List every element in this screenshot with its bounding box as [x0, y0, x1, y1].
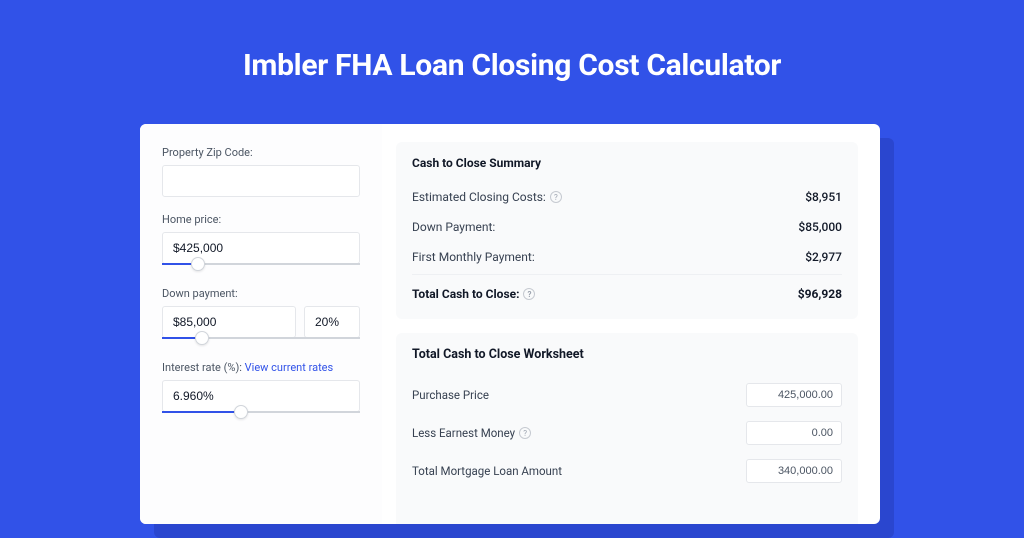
- zip-field-group: Property Zip Code:: [162, 146, 360, 197]
- slider-thumb[interactable]: [195, 331, 209, 345]
- worksheet-box: Total Cash to Close Worksheet Purchase P…: [396, 333, 858, 524]
- home-price-field-group: Home price:: [162, 213, 360, 271]
- worksheet-label: Purchase Price: [412, 388, 489, 402]
- slider-fill: [162, 411, 241, 413]
- interest-rate-label: Interest rate (%): View current rates: [162, 361, 360, 374]
- worksheet-row-earnest-money: Less Earnest Money ?: [412, 414, 842, 452]
- summary-value: $2,977: [805, 250, 842, 264]
- summary-row-down-payment: Down Payment: $85,000: [412, 212, 842, 242]
- inputs-panel: Property Zip Code: Home price: Down paym…: [140, 124, 382, 524]
- page-title: Imbler FHA Loan Closing Cost Calculator: [0, 0, 1024, 111]
- slider-thumb[interactable]: [191, 257, 205, 271]
- down-payment-input[interactable]: [162, 306, 296, 338]
- summary-total-value: $96,928: [798, 287, 842, 301]
- down-payment-label: Down payment:: [162, 287, 360, 300]
- worksheet-row-loan-amount: Total Mortgage Loan Amount: [412, 452, 842, 490]
- down-payment-slider[interactable]: [162, 337, 360, 345]
- interest-rate-input[interactable]: [162, 380, 360, 412]
- view-rates-link[interactable]: View current rates: [245, 361, 334, 374]
- summary-row-closing-costs: Estimated Closing Costs: ? $8,951: [412, 182, 842, 212]
- summary-value: $8,951: [805, 190, 842, 204]
- worksheet-input-earnest-money[interactable]: [746, 421, 842, 445]
- down-payment-field-group: Down payment:: [162, 287, 360, 345]
- slider-thumb[interactable]: [234, 405, 248, 419]
- worksheet-label: Less Earnest Money: [412, 426, 515, 440]
- calculator-card: Property Zip Code: Home price: Down paym…: [140, 124, 880, 524]
- home-price-label: Home price:: [162, 213, 360, 226]
- interest-rate-field-group: Interest rate (%): View current rates: [162, 361, 360, 419]
- summary-row-total: Total Cash to Close: ? $96,928: [412, 274, 842, 309]
- worksheet-input-loan-amount[interactable]: [746, 459, 842, 483]
- interest-rate-slider[interactable]: [162, 411, 360, 419]
- worksheet-row-purchase-price: Purchase Price: [412, 376, 842, 414]
- summary-label: First Monthly Payment:: [412, 250, 535, 264]
- summary-box: Cash to Close Summary Estimated Closing …: [396, 142, 858, 319]
- zip-label: Property Zip Code:: [162, 146, 360, 159]
- summary-title: Cash to Close Summary: [412, 156, 842, 170]
- results-panel: Cash to Close Summary Estimated Closing …: [382, 124, 880, 524]
- summary-label: Down Payment:: [412, 220, 495, 234]
- down-payment-pct-input[interactable]: [304, 306, 360, 338]
- help-icon[interactable]: ?: [519, 427, 531, 439]
- home-price-slider[interactable]: [162, 263, 360, 271]
- summary-total-label: Total Cash to Close:: [412, 287, 519, 301]
- summary-label: Estimated Closing Costs:: [412, 190, 546, 204]
- worksheet-title: Total Cash to Close Worksheet: [412, 347, 842, 362]
- worksheet-label: Total Mortgage Loan Amount: [412, 464, 562, 478]
- interest-rate-label-text: Interest rate (%):: [162, 361, 242, 374]
- zip-input[interactable]: [162, 165, 360, 197]
- worksheet-input-purchase-price[interactable]: [746, 383, 842, 407]
- summary-row-first-payment: First Monthly Payment: $2,977: [412, 242, 842, 272]
- help-icon[interactable]: ?: [550, 191, 562, 203]
- help-icon[interactable]: ?: [523, 288, 535, 300]
- summary-value: $85,000: [798, 220, 842, 234]
